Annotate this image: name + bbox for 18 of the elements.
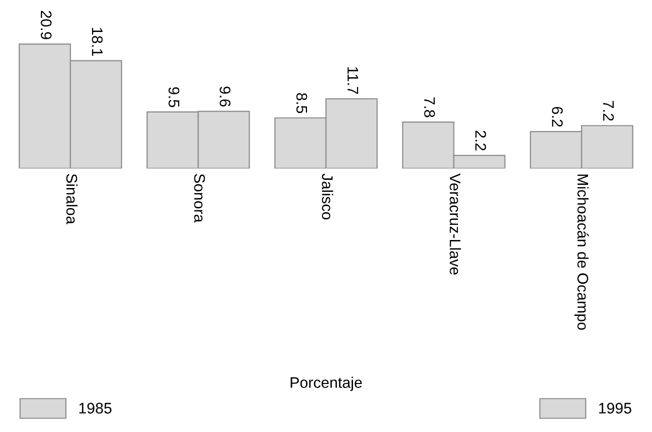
legend-title: Porcentaje	[290, 376, 362, 391]
x-tick-label: Jalisco	[322, 174, 334, 220]
data-label: 9.5	[168, 87, 180, 108]
data-label: 8.5	[296, 93, 308, 114]
x-tick-label: Veracruz-Llave	[450, 173, 461, 275]
data-label: 9.6	[220, 86, 230, 106]
data-label: 11.7	[348, 67, 358, 94]
x-tick-label: Sonora	[194, 174, 205, 223]
data-label: 2.2	[475, 130, 486, 150]
data-label: 6.2	[552, 106, 563, 127]
data-label: 20.9	[40, 10, 52, 40]
legend-label: 1985	[79, 402, 112, 414]
x-tick-label: Sinaloa	[66, 174, 78, 224]
legend-label: 1995	[599, 402, 632, 414]
x-tick-label: Michoacán de Ocampo	[574, 174, 589, 330]
data-label: 7.2	[603, 101, 614, 121]
data-label: 18.1	[92, 28, 103, 56]
data-label: 7.8	[424, 97, 435, 118]
